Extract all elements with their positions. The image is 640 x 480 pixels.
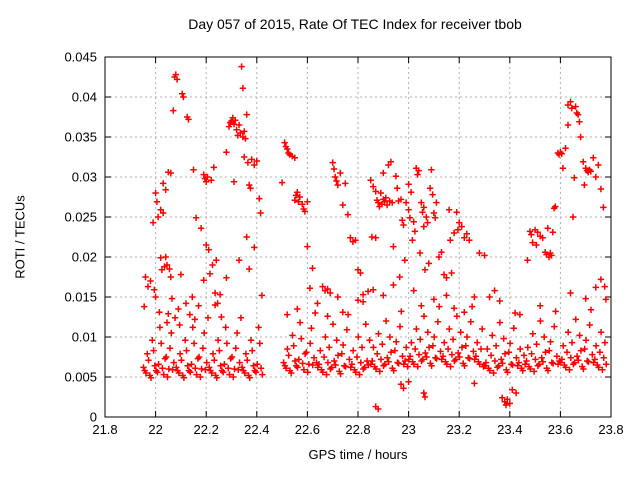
x-tick-label: 23 — [401, 422, 415, 437]
x-tick-label: 22.6 — [295, 422, 320, 437]
y-tick-label: 0.025 — [64, 210, 97, 225]
x-tick-label: 23.6 — [548, 422, 573, 437]
x-tick-label: 23.4 — [497, 422, 522, 437]
y-tick-label: 0.005 — [64, 370, 97, 385]
y-tick-label: 0.02 — [72, 250, 97, 265]
scatter-points — [140, 63, 610, 413]
x-tick-label: 22.8 — [345, 422, 370, 437]
x-tick-label: 21.8 — [92, 422, 117, 437]
x-tick-label: 23.2 — [447, 422, 472, 437]
y-tick-label: 0 — [90, 410, 97, 425]
y-tick-label: 0.03 — [72, 170, 97, 185]
y-tick-label: 0.035 — [64, 130, 97, 145]
x-tick-label: 22.2 — [194, 422, 219, 437]
plot-frame — [104, 56, 612, 418]
x-tick-label: 22 — [148, 422, 162, 437]
chart-title: Day 057 of 2015, Rate Of TEC Index for r… — [188, 16, 522, 32]
y-tick-label: 0.015 — [64, 290, 97, 305]
y-tick-label: 0.04 — [72, 90, 97, 105]
x-tick-label: 22.4 — [244, 422, 269, 437]
x-axis-label: GPS time / hours — [308, 447, 408, 462]
y-tick-label: 0.01 — [72, 330, 97, 345]
x-tick-label: 23.8 — [598, 422, 623, 437]
y-axis-label-text: ROTI / TECUs — [12, 195, 28, 279]
y-tick-label: 0.045 — [64, 50, 97, 65]
